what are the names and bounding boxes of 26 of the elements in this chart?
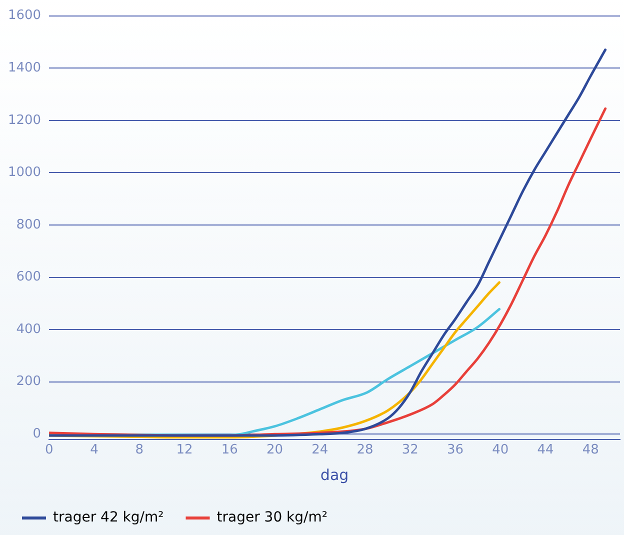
x-tick-label: 32 <box>402 442 418 458</box>
y-tick-label: 800 <box>16 217 42 232</box>
y-tick-label: 1600 <box>8 8 42 24</box>
line-series <box>49 48 607 437</box>
legend-label: trager 30 kg/m² <box>216 510 328 526</box>
x-tick-label: 4 <box>90 442 98 458</box>
y-tick-label: 400 <box>16 322 42 337</box>
x-tick-label: 8 <box>135 442 144 458</box>
x-tick-label: 20 <box>266 442 284 458</box>
x-tick-label: 24 <box>312 442 328 458</box>
x-tick-label: 28 <box>356 442 374 458</box>
x-axis-title: dag <box>320 466 349 484</box>
x-tick-label: 36 <box>446 442 464 458</box>
x-tick-label: 12 <box>176 442 193 458</box>
y-tick-label: 1200 <box>8 112 42 128</box>
y-tick-label: 0 <box>32 426 42 442</box>
y-tick-label: 600 <box>16 270 42 285</box>
y-tick-label: 1400 <box>8 60 42 76</box>
x-tick-label: 0 <box>44 442 54 458</box>
x-tick-label: 48 <box>582 442 599 458</box>
x-tick-label: 40 <box>492 442 509 458</box>
x-tick-label: 16 <box>221 442 238 458</box>
y-tick-label: 200 <box>16 374 42 390</box>
y-tick-label: 1000 <box>8 165 42 180</box>
legend-label: trager 42 kg/m² <box>53 510 164 526</box>
x-tick-label: 44 <box>537 442 554 458</box>
